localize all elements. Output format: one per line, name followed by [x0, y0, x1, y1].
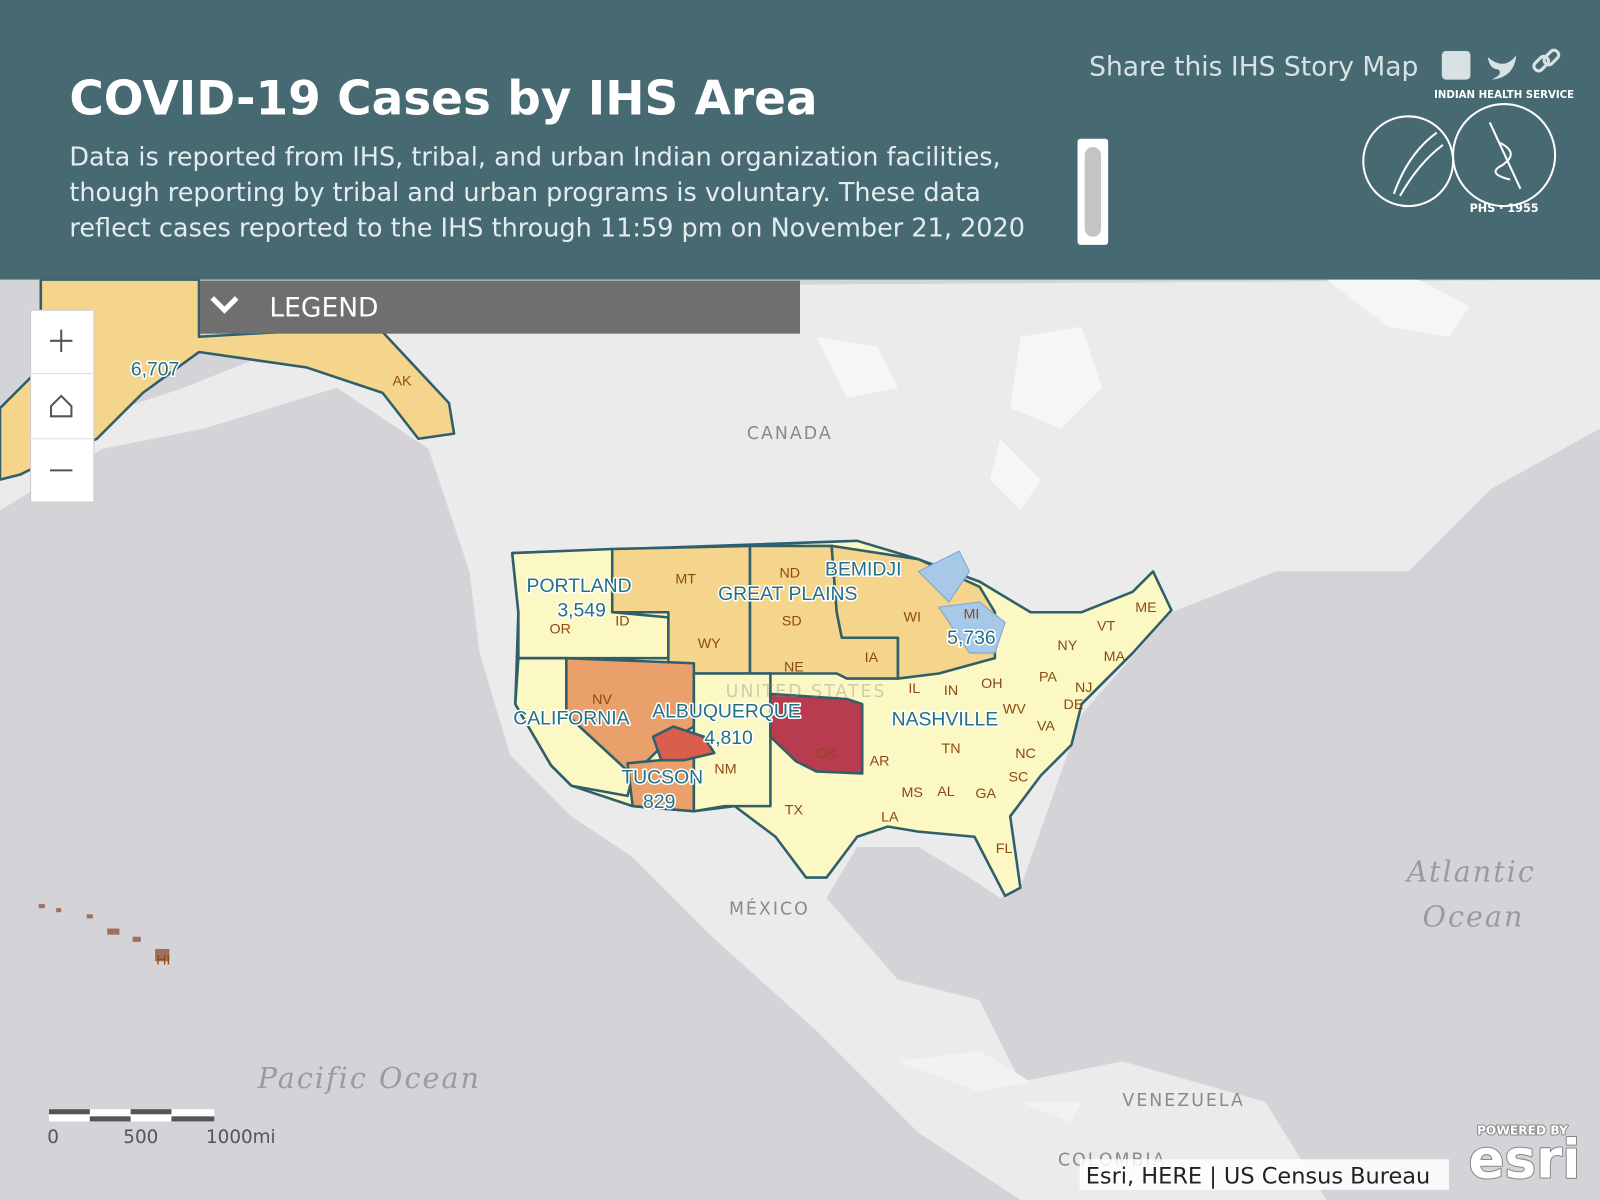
area-name: BEMIDJI — [825, 559, 901, 581]
zoom-in[interactable] — [50, 329, 73, 353]
legend-title[interactable]: LEGEND — [269, 292, 378, 323]
state-label: WY — [698, 636, 721, 652]
state-label: FL — [996, 841, 1013, 857]
state-label: NJ — [1075, 680, 1092, 696]
state-label: TN — [942, 741, 961, 757]
share-text: Share this IHS Story Map — [1089, 52, 1418, 83]
state-label: OR — [550, 622, 571, 638]
state-label: WV — [1003, 701, 1026, 717]
area-cases: 3,549 — [557, 599, 606, 621]
state-label: AL — [937, 784, 955, 800]
ocean-label: Ocean — [1422, 900, 1524, 934]
state-label: PA — [1039, 670, 1057, 686]
state-label: OK — [816, 746, 837, 762]
description: Data is reported from IHS, tribal, and u… — [69, 141, 1025, 243]
state-label: MA — [1104, 649, 1126, 665]
place-label: MÉXICO — [729, 897, 810, 919]
description-box: Data is reported from IHS, tribal, and u… — [69, 141, 1025, 243]
link-icon[interactable] — [1532, 48, 1561, 73]
area-name: TUCSON — [621, 767, 703, 789]
scale-label: 1000mi — [206, 1127, 276, 1148]
place-label: VENEZUELA — [1122, 1091, 1245, 1111]
state-label: VT — [1097, 619, 1116, 635]
state-label: VA — [1037, 719, 1055, 735]
ihs-logo — [1362, 103, 1557, 208]
state-label: MT — [675, 572, 696, 588]
ocean-label: Atlantic — [1404, 855, 1536, 889]
scrollbar-thumb[interactable] — [1084, 146, 1102, 237]
legend-chevron[interactable] — [210, 296, 239, 314]
legend-bar[interactable] — [200, 280, 800, 334]
state-label: ND — [779, 566, 800, 582]
state-label: WI — [904, 609, 921, 625]
state-label: IA — [865, 650, 879, 666]
state-label: AK — [393, 374, 413, 390]
state-label: MI — [963, 606, 979, 622]
place-label: UNITED STATES — [726, 682, 887, 702]
great-lakes — [917, 550, 1006, 654]
area-cases: 5,736 — [947, 627, 996, 649]
title: COVID-19 Cases by IHS Area — [69, 71, 817, 126]
state-label: LA — [881, 809, 899, 825]
scale-label: 0 — [47, 1127, 59, 1148]
albuquerque-area — [692, 672, 772, 813]
scale-bar — [48, 1109, 215, 1122]
state-label: AR — [870, 753, 890, 769]
land-detail — [816, 279, 1470, 511]
area-name: PORTLAND — [527, 575, 632, 597]
area-cases: 6,707 — [131, 359, 180, 381]
state-label: NY — [1057, 638, 1077, 654]
scale-label: 500 — [123, 1127, 158, 1148]
attribution: Esri, HERE | US Census Bureau — [1086, 1164, 1431, 1190]
state-label: SD — [782, 614, 802, 630]
home-button[interactable] — [50, 394, 73, 418]
hawaii — [38, 904, 170, 962]
area-cases: 4,810 — [704, 727, 753, 749]
state-label: SC — [1008, 770, 1028, 786]
ocean-label: Pacific Ocean — [257, 1061, 481, 1095]
state-label: IL — [908, 681, 920, 697]
state-label: TX — [785, 802, 804, 818]
state-label: IN — [944, 683, 958, 699]
area-cases: 829 — [643, 791, 675, 813]
state-label: ME — [1135, 600, 1156, 616]
caribbean — [897, 1051, 1082, 1123]
area-name: NASHVILLE — [892, 709, 999, 731]
state-label: NV — [592, 692, 612, 708]
place-label: CANADA — [747, 424, 833, 444]
header — [0, 0, 1600, 280]
logo-year: PHS · 1955 — [1470, 202, 1539, 215]
state-label: GA — [975, 786, 996, 802]
area-name: GREAT PLAINS — [718, 583, 857, 605]
area-name: ALBUQUERQUE — [652, 700, 801, 722]
state-label: MS — [902, 785, 923, 801]
attribution-box — [1079, 1159, 1449, 1190]
state-label: ID — [615, 614, 629, 630]
area-name: CALIFORNIA — [513, 707, 629, 729]
twitter-icon[interactable] — [1487, 55, 1517, 80]
state-label: DE — [1064, 697, 1084, 713]
state-label: NC — [1015, 746, 1036, 762]
navajo-area — [651, 725, 716, 762]
state-label: NE — [784, 659, 804, 675]
powered-by: POWERED BY — [1477, 1124, 1568, 1138]
state-label: OH — [981, 676, 1002, 692]
oklahoma-area — [769, 692, 864, 775]
logo-text: INDIAN HEALTH SERVICE — [1434, 90, 1574, 101]
state-labels: AK MT ND SD WY NE IA WI MI OR ID NV NM OK TX IL IN OH PANY… — [156, 374, 1156, 969]
facebook-icon[interactable] — [1441, 51, 1471, 80]
state-label: HI — [156, 952, 170, 968]
esri-logo[interactable]: esri — [1468, 1128, 1582, 1192]
state-label: NM — [714, 761, 736, 777]
